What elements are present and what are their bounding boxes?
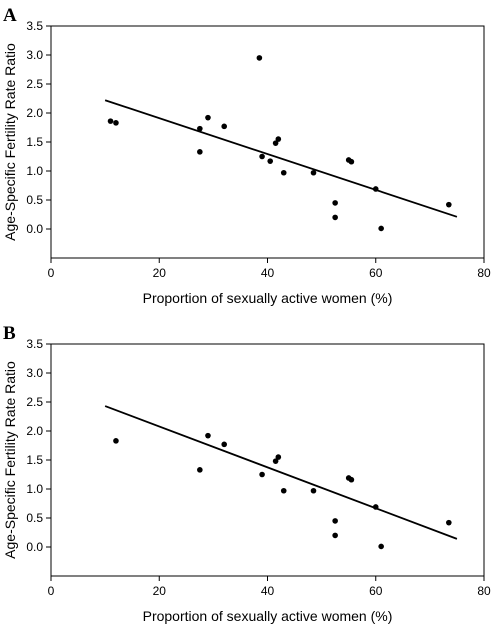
y-tick-label: 1.5	[26, 453, 43, 467]
data-point	[378, 543, 384, 550]
panel-letter: B	[3, 323, 16, 344]
data-point	[378, 225, 384, 232]
x-axis-title: Proportion of sexually active women (%)	[143, 290, 393, 306]
y-axis-title: Age-Specific Fertility Rate Ratio	[2, 43, 18, 241]
y-tick-label: 2.0	[26, 424, 43, 438]
panel-a: A 0 20 40 60 80 0.0 0.5 1.0 1.5 2.0 2.5 3.0 3.5 Propor…	[2, 5, 491, 306]
data-point	[272, 140, 279, 146]
data-point	[197, 149, 203, 155]
y-tick-label: 3.0	[26, 48, 43, 62]
x-tick-label: 20	[153, 266, 167, 280]
data-point	[259, 471, 265, 478]
data-point	[310, 487, 317, 494]
y-tick-label: 1.5	[26, 135, 43, 149]
x-tick-label: 0	[48, 266, 55, 280]
data-point	[267, 158, 274, 164]
data-point	[272, 458, 279, 464]
data-point	[372, 186, 379, 192]
data-point	[332, 200, 338, 206]
x-tick-label: 80	[477, 266, 491, 280]
data-point	[197, 467, 203, 473]
data-point	[197, 125, 203, 132]
y-tick-label: 3.5	[26, 19, 43, 33]
y-tick-label: 0.5	[26, 193, 43, 207]
x-tick-label: 20	[153, 584, 167, 598]
trend-line	[104, 99, 458, 218]
data-point	[348, 476, 355, 483]
x-tick-label: 80	[477, 584, 491, 598]
x-tick-label: 0	[48, 584, 55, 598]
y-tick-label: 3.5	[26, 337, 43, 351]
y-tick-label: 1.0	[26, 164, 43, 178]
data-point	[256, 55, 263, 61]
y-tick-label: 2.0	[26, 106, 43, 120]
data-point	[221, 441, 227, 448]
data-point	[259, 153, 265, 160]
y-tick-label: 0.0	[26, 540, 43, 554]
y-tick-label: 2.5	[26, 395, 43, 409]
data-point	[205, 114, 211, 121]
x-axis-title: Proportion of sexually active women (%)	[143, 608, 393, 624]
data-point	[113, 120, 119, 126]
y-tick-label: 2.5	[26, 77, 43, 91]
y-axis-title: Age-Specific Fertility Rate Ratio	[2, 361, 18, 559]
data-point	[107, 118, 114, 124]
panel-b: B 0 20 40 60 80 0.0 0.5 1.0 1.5 2.0 2.5 3.0 3.5 Propor…	[2, 323, 491, 624]
x-tick-label: 40	[261, 584, 275, 598]
data-point	[205, 432, 211, 439]
data-point	[446, 519, 452, 526]
data-point	[275, 136, 282, 142]
data-point	[310, 169, 317, 176]
data-point	[280, 169, 287, 176]
data-point	[332, 518, 338, 524]
plot-frame	[50, 25, 485, 259]
data-point	[446, 201, 452, 208]
y-tick-label: 0.5	[26, 511, 43, 525]
x-tick-label: 60	[369, 266, 383, 280]
data-point	[332, 532, 338, 539]
plot-frame	[50, 343, 485, 577]
data-point	[332, 214, 338, 221]
y-tick-label: 1.0	[26, 482, 43, 496]
y-tick-label: 3.0	[26, 366, 43, 380]
x-tick-label: 40	[261, 266, 275, 280]
data-point	[372, 504, 379, 510]
data-point	[348, 158, 355, 165]
trend-line	[104, 405, 458, 540]
y-tick-label: 0.0	[26, 222, 43, 236]
data-point	[221, 123, 227, 130]
x-tick-label: 60	[369, 584, 383, 598]
panel-letter: A	[3, 5, 17, 26]
data-point	[280, 487, 287, 494]
data-point	[275, 454, 282, 460]
data-point	[113, 438, 119, 444]
